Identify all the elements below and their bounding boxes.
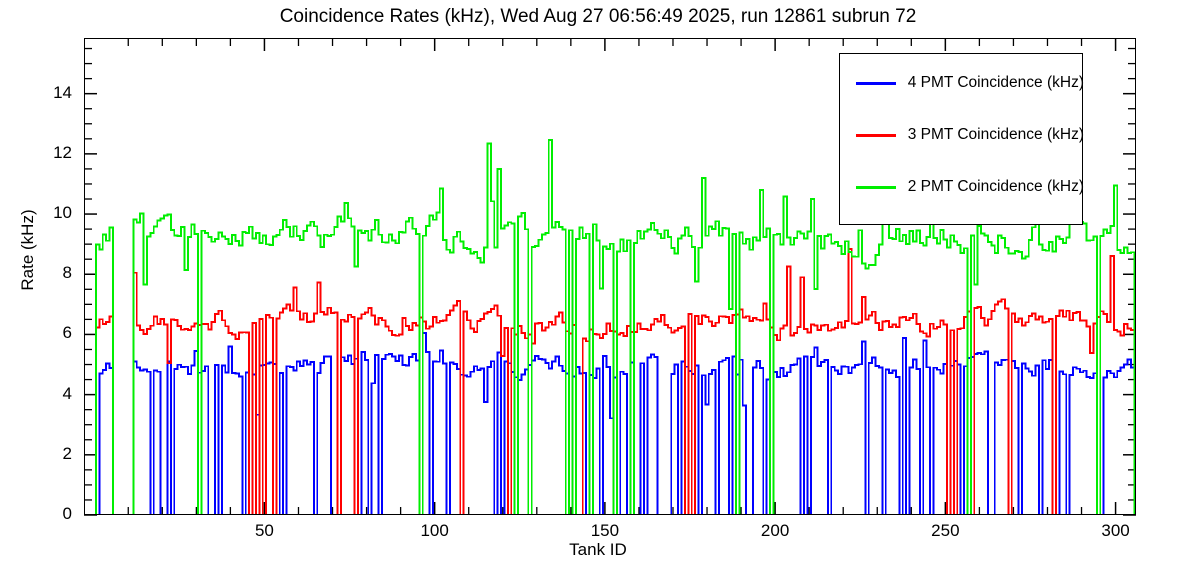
x-tick-label: 300 <box>1101 521 1130 540</box>
page-title: Coincidence Rates (kHz), Wed Aug 27 06:5… <box>279 6 917 27</box>
legend-label: 4 PMT Coincidence (kHz) <box>907 74 1084 91</box>
legend-entry: 2 PMT Coincidence (kHz) <box>840 172 1084 202</box>
series-line-2pmt <box>94 139 1135 514</box>
x-tick-label: 50 <box>254 521 274 540</box>
y-tick-label: 14 <box>53 82 72 102</box>
x-tick-label: 150 <box>590 521 620 540</box>
y-tick-label: 4 <box>62 383 72 403</box>
y-tick-label: 0 <box>62 504 72 523</box>
legend-entry: 4 PMT Coincidence (kHz) <box>840 68 1084 98</box>
y-axis-title: Rate (kHz) <box>18 209 37 291</box>
legend-swatch-line-icon <box>856 133 896 137</box>
y-tick-label: 8 <box>62 263 72 283</box>
legend: 4 PMT Coincidence (kHz) 3 PMT Coincidence… <box>839 53 1084 225</box>
x-tick-label: 200 <box>760 521 790 540</box>
x-axis-title: Tank ID <box>569 540 627 559</box>
series-line-3pmt <box>94 248 1135 514</box>
y-tick-label: 12 <box>53 142 72 162</box>
legend-swatch-line-icon <box>856 81 896 85</box>
legend-entry: 3 PMT Coincidence (kHz) <box>840 120 1084 150</box>
x-tick-label: 250 <box>931 521 960 540</box>
y-tick-label: 2 <box>62 443 72 463</box>
y-tick-label: 6 <box>62 323 72 343</box>
legend-label: 2 PMT Coincidence (kHz) <box>907 178 1084 195</box>
series-layer <box>94 139 1135 514</box>
legend-label: 3 PMT Coincidence (kHz) <box>907 126 1084 143</box>
x-tick-label: 100 <box>420 521 449 540</box>
legend-swatch-line-icon <box>856 185 896 189</box>
y-tick-label: 10 <box>53 203 72 223</box>
plot-frame <box>84 38 1136 515</box>
